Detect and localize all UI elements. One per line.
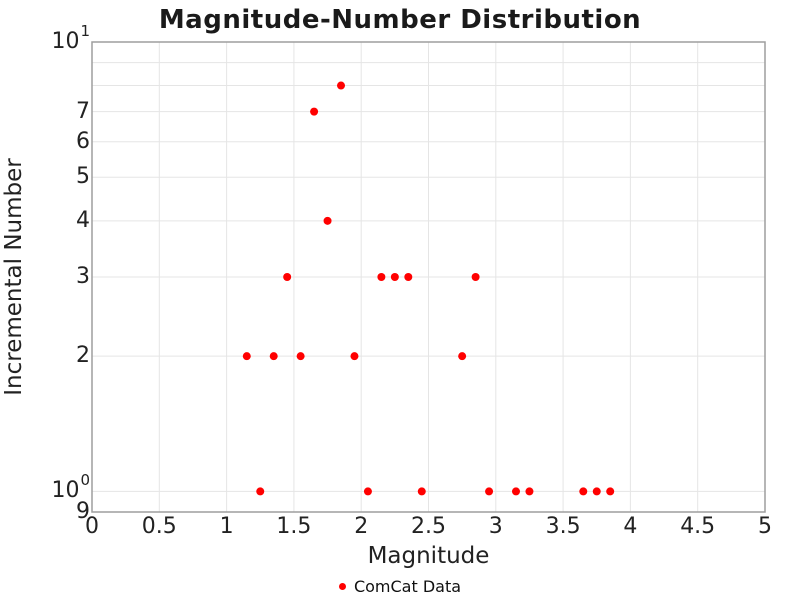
scatter-point — [296, 352, 305, 361]
axis-frame — [91, 41, 766, 513]
scatter-point — [323, 216, 332, 225]
scatter-point — [269, 352, 278, 361]
scatter-point — [363, 487, 372, 496]
scatter-point — [511, 487, 520, 496]
scatter-point — [283, 273, 292, 281]
scatter-point — [525, 487, 534, 496]
scatter-point — [390, 273, 399, 281]
scatter-point — [606, 487, 615, 496]
scatter-point — [458, 352, 467, 361]
y-axis-title: Incremental Number — [1, 158, 27, 396]
scatter-point — [485, 487, 494, 496]
legend-label: ComCat Data — [353, 576, 462, 596]
scatter-point — [377, 273, 386, 281]
scatter-point — [310, 107, 319, 116]
scatter-point — [350, 352, 359, 361]
scatter-point — [579, 487, 588, 496]
scatter-point — [592, 487, 601, 496]
scatter-point — [417, 487, 426, 496]
scatter-point — [337, 81, 346, 90]
legend-marker-dot — [338, 582, 346, 590]
scatter-point — [471, 273, 480, 281]
scatter-point — [242, 352, 251, 361]
legend: ComCat Data — [0, 575, 800, 597]
x-axis-title: Magnitude — [367, 543, 490, 569]
chart-title: Magnitude-Number Distribution — [158, 5, 642, 35]
scatter-point — [256, 487, 265, 496]
scatter-point — [404, 273, 413, 281]
